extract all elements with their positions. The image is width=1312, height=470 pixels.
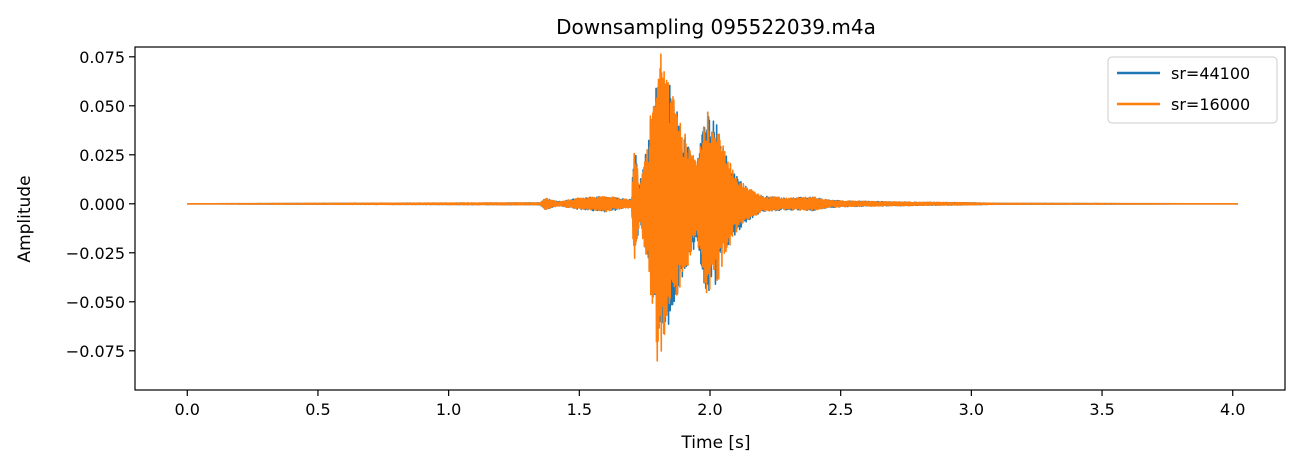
y-tick-label: −0.075 xyxy=(66,342,125,361)
y-axis: −0.075 −0.050 −0.025 0.000 0.025 0.050 0.075 xyxy=(66,48,135,361)
y-tick-label: −0.025 xyxy=(66,244,125,263)
x-tick-label: 0.5 xyxy=(305,400,330,419)
x-tick-label: 3.5 xyxy=(1089,400,1114,419)
plot-area xyxy=(134,46,1286,391)
legend: sr=44100 sr=16000 xyxy=(1107,56,1278,124)
x-tick-label: 2.0 xyxy=(697,400,722,419)
x-tick-label: 1.0 xyxy=(436,400,461,419)
x-tick-label: 4.0 xyxy=(1220,400,1245,419)
x-tick-label: 0.0 xyxy=(175,400,200,419)
y-tick-label: 0.025 xyxy=(79,146,125,165)
series-layer xyxy=(186,53,1239,362)
legend-label: sr=16000 xyxy=(1171,95,1250,114)
y-tick-label: 0.075 xyxy=(79,48,125,67)
chart-title: Downsampling 095522039.m4a xyxy=(556,15,876,39)
x-axis: 0.0 0.5 1.0 1.5 2.0 2.5 3.0 3.5 4.0 xyxy=(175,390,1245,419)
y-axis-label: Amplitude xyxy=(15,175,35,262)
y-tick-label: 0.000 xyxy=(79,195,125,214)
y-tick-label: −0.050 xyxy=(66,293,125,312)
y-tick-label: 0.050 xyxy=(79,97,125,116)
legend-label: sr=44100 xyxy=(1171,64,1250,83)
x-axis-label: Time [s] xyxy=(680,433,750,453)
x-tick-label: 3.0 xyxy=(959,400,984,419)
x-tick-label: 2.5 xyxy=(828,400,853,419)
series-line xyxy=(186,53,1239,362)
x-tick-label: 1.5 xyxy=(567,400,592,419)
